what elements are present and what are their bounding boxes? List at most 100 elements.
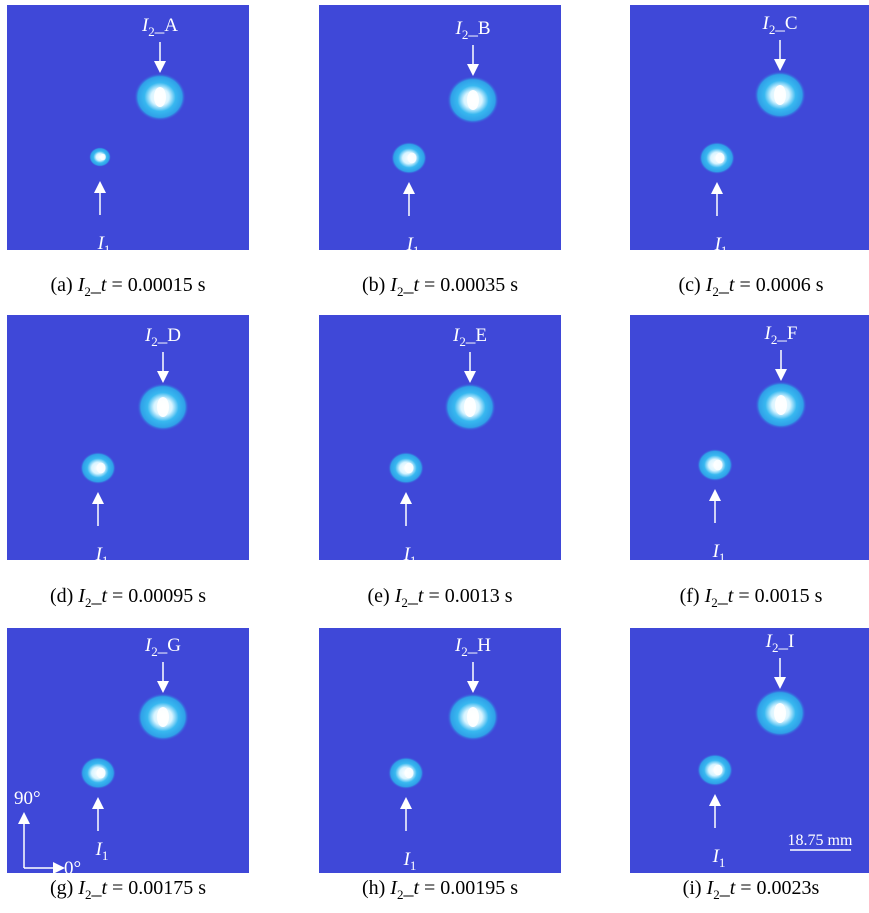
droplet-core: [100, 154, 106, 161]
suffix: _D: [157, 325, 181, 346]
caption-letter: (h): [362, 877, 385, 899]
caption-equation: = 0.0006 s: [739, 274, 823, 296]
droplet: [89, 147, 111, 167]
caption: (a)I2_t= 0.00015 s: [51, 274, 206, 299]
panel: I2_BI1: [319, 5, 561, 258]
caption-equation: = 0.0015 s: [738, 585, 822, 607]
suffix: _A: [154, 15, 179, 36]
angle-label: 0°: [64, 858, 81, 879]
droplet-core: [774, 703, 786, 723]
subscript: 1: [721, 243, 728, 258]
caption-letter: (b): [362, 274, 385, 296]
caption-letter: (a): [51, 274, 73, 296]
caption: (b)I2_t= 0.00035 s: [362, 274, 518, 299]
caption: (c)I2_t= 0.0006 s: [679, 274, 824, 299]
droplet-core: [408, 153, 417, 164]
label: I2_E: [452, 325, 487, 349]
panel: I2_FI1: [630, 315, 869, 565]
droplet-core: [775, 395, 787, 415]
suffix: _E: [465, 325, 487, 346]
label: I2_H: [454, 635, 491, 659]
caption-variable: t: [729, 274, 735, 296]
caption-letter: (g): [50, 877, 73, 899]
caption: (h)I2_t= 0.00195 s: [362, 877, 518, 902]
caption-variable: t: [418, 585, 424, 607]
label: I2_G: [144, 635, 181, 659]
droplet-core: [714, 765, 723, 776]
droplet-core: [97, 463, 106, 474]
subscript: 1: [413, 243, 420, 258]
panel-image: [7, 628, 249, 873]
suffix: _I: [778, 631, 795, 652]
label: I2_C: [761, 13, 797, 37]
droplet-core: [405, 768, 414, 779]
suffix: _F: [776, 323, 797, 344]
droplet-core: [97, 768, 106, 779]
caption-letter: (i): [683, 877, 702, 899]
panel-image: [319, 5, 561, 250]
caption-equation: = 0.00095 s: [112, 585, 206, 607]
caption-letter: (e): [368, 585, 390, 607]
caption-equation: = 0.00195 s: [424, 877, 518, 899]
panel-image: [7, 5, 249, 250]
panel: I2_HI1: [319, 628, 561, 873]
droplet-core: [464, 397, 476, 417]
caption-letter: (c): [679, 274, 701, 296]
suffix: _B: [467, 18, 490, 39]
caption-variable: t: [413, 877, 419, 899]
droplet-core: [154, 87, 166, 107]
figure: I2_AI1 (a)I2_t= 0.00015 s I2_BI1 (b)I2_t= 0…: [0, 0, 869, 913]
caption-equation: = 0.00015 s: [111, 274, 205, 296]
caption: (e)I2_t= 0.0013 s: [368, 585, 513, 610]
subscript: 1: [410, 553, 417, 568]
subscript: 1: [102, 553, 109, 568]
caption: (g)I2_t= 0.00175 s: [50, 877, 206, 902]
caption-variable: t: [101, 877, 107, 899]
panel-image: [319, 315, 561, 560]
droplet-core: [716, 153, 725, 164]
caption: (d)I2_t= 0.00095 s: [50, 585, 206, 610]
caption: (i)I2_t= 0.0023s: [683, 877, 820, 902]
suffix: _H: [467, 635, 492, 656]
subscript: 1: [102, 848, 109, 863]
panel-image: [630, 5, 869, 250]
caption-equation: = 0.0013 s: [428, 585, 512, 607]
angle-label: 90°: [14, 788, 41, 809]
caption-variable: t: [101, 274, 107, 296]
panel: I2_CI1: [630, 5, 869, 258]
suffix: _G: [157, 635, 182, 656]
suffix: _C: [774, 13, 797, 34]
label: I2_F: [764, 323, 798, 347]
page: I2_AI1 (a)I2_t= 0.00015 s I2_BI1 (b)I2_t= 0…: [0, 0, 869, 913]
subscript: 1: [410, 858, 417, 873]
caption-variable: t: [413, 274, 419, 296]
subscript: 1: [719, 550, 726, 565]
panel: I2_AI1: [7, 5, 249, 257]
caption-equation: = 0.00035 s: [424, 274, 518, 296]
label: I2_D: [144, 325, 181, 349]
scale-label: 18.75 mm: [788, 832, 853, 849]
caption-equation: = 0.0023s: [740, 877, 819, 899]
caption-variable: t: [728, 585, 734, 607]
caption-equation: = 0.00175 s: [112, 877, 206, 899]
panel: I2_EI1: [319, 315, 561, 568]
droplet-core: [157, 707, 169, 727]
panel-image: [7, 315, 249, 560]
subscript: 1: [719, 855, 726, 870]
droplet-core: [774, 85, 786, 105]
label: I2_B: [454, 18, 490, 42]
caption-variable: t: [730, 877, 736, 899]
panel-image: [319, 628, 561, 873]
label: I2_I: [765, 631, 795, 655]
caption-letter: (d): [50, 585, 73, 607]
droplet-core: [714, 460, 723, 471]
caption-letter: (f): [680, 585, 700, 607]
caption-variable: t: [101, 585, 107, 607]
subscript: 1: [104, 242, 111, 257]
droplet-core: [157, 397, 169, 417]
label: I2_A: [141, 15, 178, 39]
droplet-core: [467, 90, 479, 110]
caption: (f)I2_t= 0.0015 s: [680, 585, 823, 610]
